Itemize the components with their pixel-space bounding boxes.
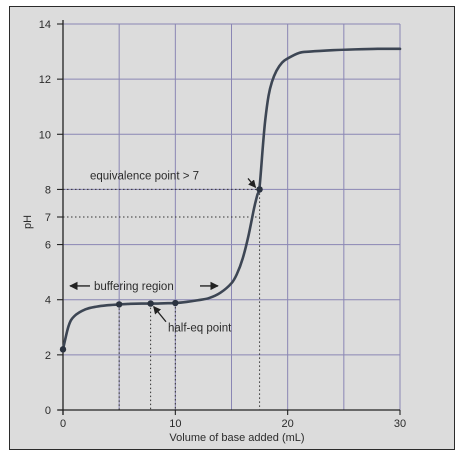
x-axis-label: Volume of base added (mL) xyxy=(169,432,304,444)
data-point xyxy=(172,299,179,307)
y-axis-label: pH xyxy=(22,215,34,229)
chart-frame: 0 2 4 6 7 8 10 12 14 0 10 20 30 equivalence point > … xyxy=(9,6,455,450)
annotation-equivalence-point: equivalence point > 7 xyxy=(90,171,199,183)
data-point xyxy=(59,346,67,353)
half-eq-arrow xyxy=(153,305,167,323)
tick-labels: 0 2 4 6 7 8 10 12 14 0 10 20 30 xyxy=(39,19,406,430)
x-tick-label: 20 xyxy=(282,418,294,430)
y-tick-label: 8 xyxy=(45,184,51,196)
y-tick-label: 14 xyxy=(39,19,51,31)
equivalence-arrow xyxy=(247,177,257,189)
y-tick-label: 10 xyxy=(39,129,51,141)
data-point xyxy=(256,186,263,193)
x-tick-label: 10 xyxy=(169,418,181,430)
x-tick-label: 30 xyxy=(394,418,406,430)
y-tick-label: 7 xyxy=(45,212,51,224)
y-tick-label: 0 xyxy=(45,405,51,417)
annotations: equivalence point > 7 buffering region hal… xyxy=(69,171,257,334)
annotation-half-eq-point: half-eq point xyxy=(168,322,232,334)
annotation-buffering-region: buffering region xyxy=(94,281,174,293)
y-tick-label: 2 xyxy=(45,350,51,362)
x-tick-label: 0 xyxy=(60,418,66,430)
y-tick-label: 4 xyxy=(45,295,51,307)
y-tick-label: 6 xyxy=(45,240,51,252)
markers xyxy=(59,186,263,353)
data-point xyxy=(115,301,123,308)
data-point xyxy=(147,300,154,307)
titration-chart: 0 2 4 6 7 8 10 12 14 0 10 20 30 equivalence point > … xyxy=(22,19,406,444)
y-tick-label: 12 xyxy=(39,74,51,86)
reference-lines xyxy=(63,188,261,410)
